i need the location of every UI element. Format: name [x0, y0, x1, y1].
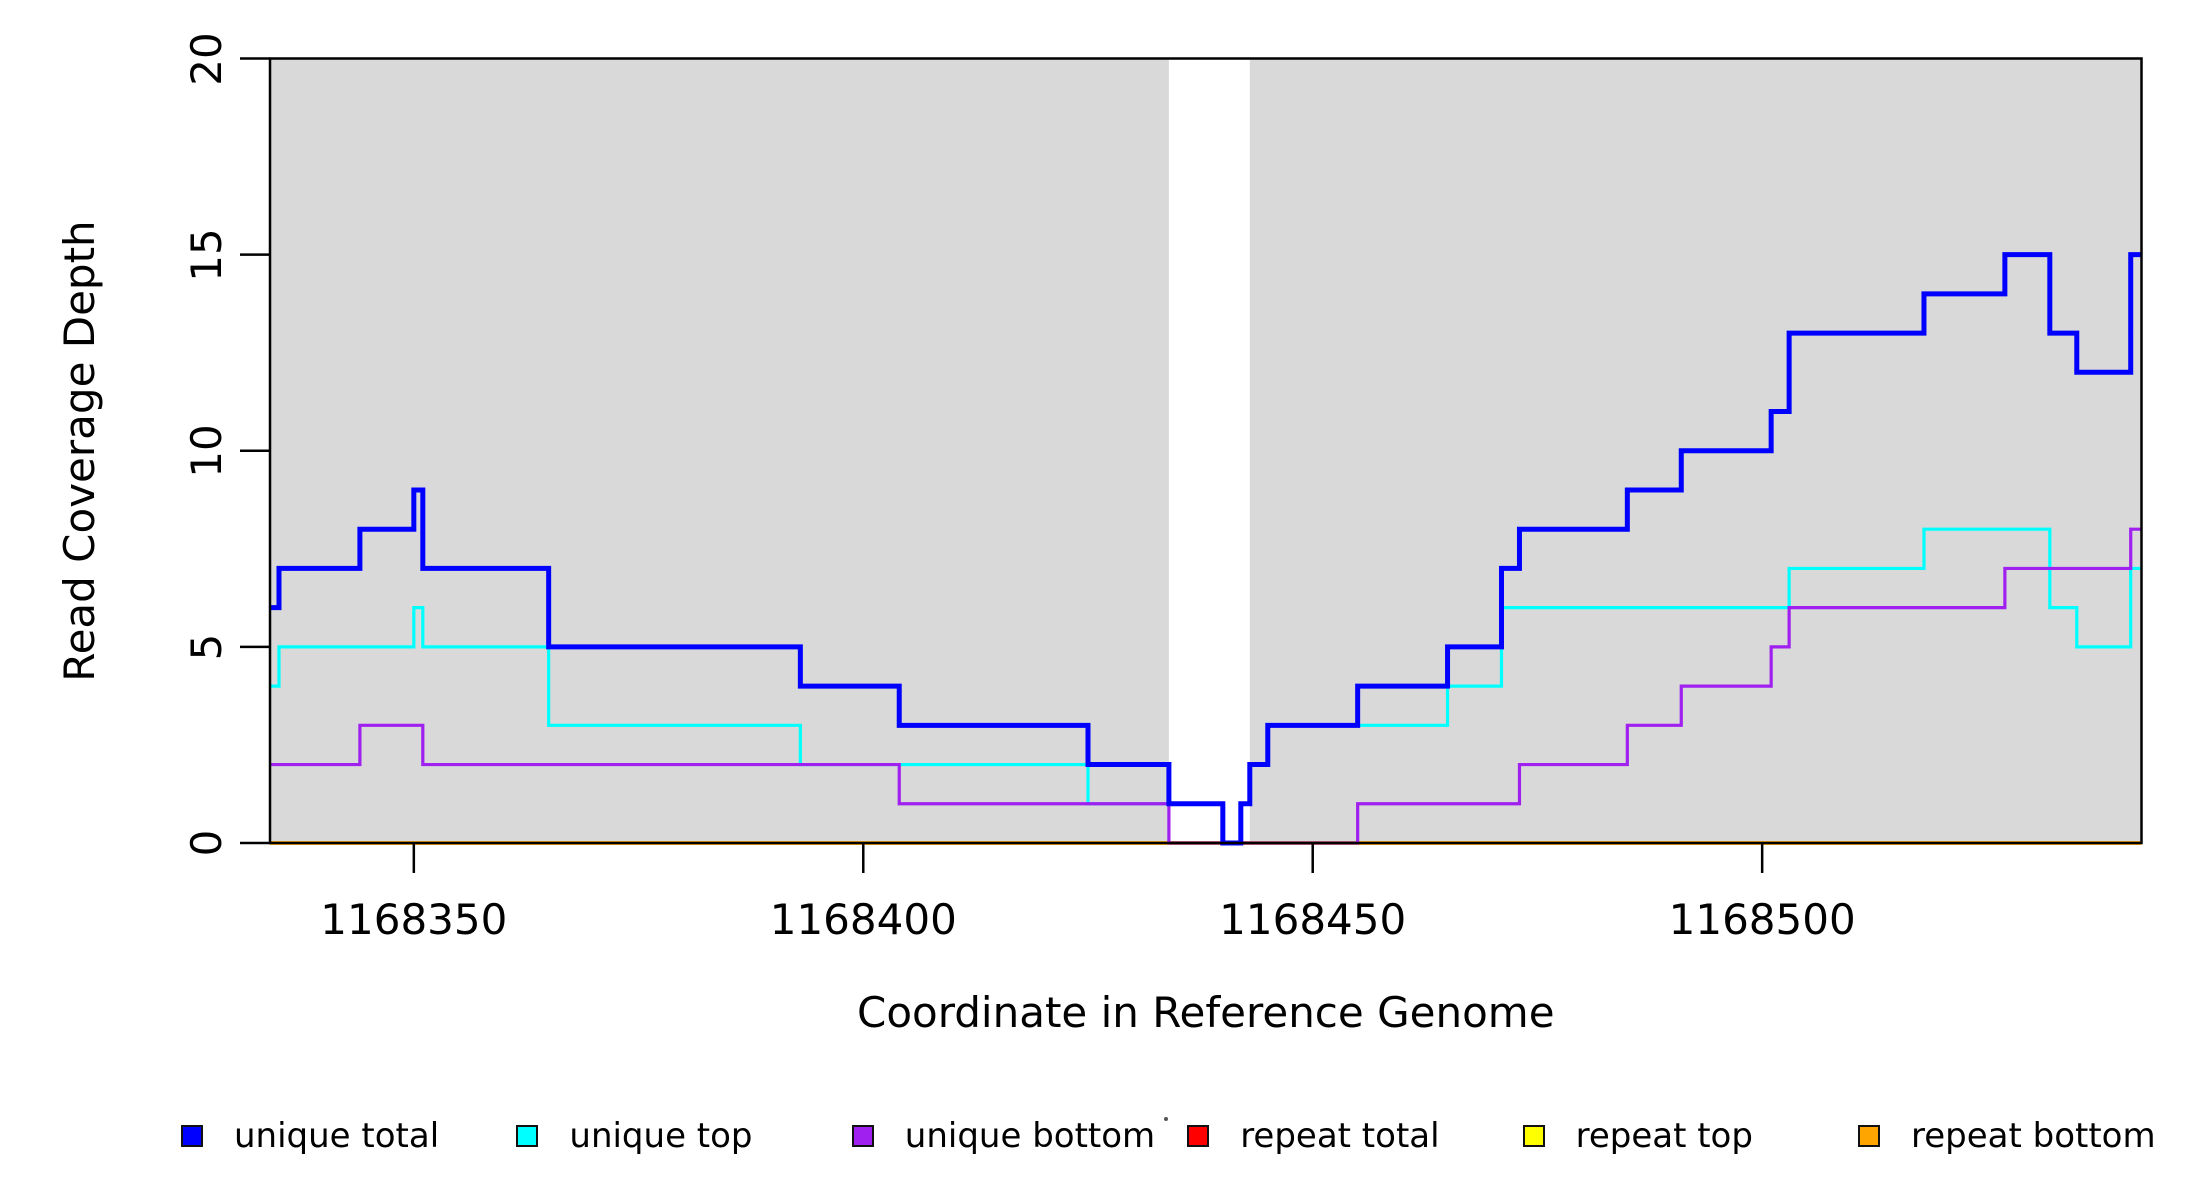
x-tick-label: 1168400 — [769, 895, 957, 944]
x-axis-title: Coordinate in Reference Genome — [857, 988, 1555, 1037]
legend-label: repeat top — [1575, 1116, 1753, 1156]
legend-swatch-icon — [181, 1125, 203, 1147]
stray-dot — [1164, 1117, 1168, 1121]
y-tick-label: 15 — [182, 227, 231, 282]
y-tick-label: 0 — [182, 829, 231, 857]
legend-swatch-icon — [1858, 1125, 1880, 1147]
legend-swatch-icon — [516, 1125, 539, 1147]
legend-item-unique-bottom: unique bottom — [851, 1119, 1155, 1153]
legend-label: unique top — [569, 1116, 753, 1156]
series-unique-bottom — [270, 527, 2142, 845]
y-tick-label: 20 — [182, 31, 231, 86]
y-tick-label: 10 — [182, 424, 231, 478]
legend-label: repeat total — [1240, 1116, 1440, 1156]
legend-swatch-icon — [851, 1125, 874, 1147]
legend-swatch-icon — [1187, 1125, 1210, 1147]
legend-swatch-icon — [1522, 1125, 1545, 1147]
x-tick-label: 1168450 — [1219, 895, 1407, 944]
shaded-region — [270, 58, 1169, 843]
legend-item-repeat-top: repeat top — [1522, 1119, 1753, 1153]
legend-item-unique-total: unique total — [181, 1119, 439, 1153]
x-tick-label: 1168500 — [1668, 895, 1856, 944]
legend-item-repeat-total: repeat total — [1187, 1119, 1440, 1153]
legend-label: unique total — [234, 1116, 440, 1156]
series-unique-total — [270, 252, 2142, 846]
legend-label: unique bottom — [904, 1116, 1156, 1156]
y-axis-title: Read Coverage Depth — [55, 220, 104, 682]
legend-label: repeat bottom — [1911, 1116, 2156, 1156]
y-tick-label: 5 — [182, 633, 231, 661]
x-tick-label: 1168350 — [320, 895, 508, 944]
legend-item-unique-top: unique top — [516, 1119, 753, 1153]
legend-item-repeat-bottom: repeat bottom — [1858, 1119, 2156, 1153]
